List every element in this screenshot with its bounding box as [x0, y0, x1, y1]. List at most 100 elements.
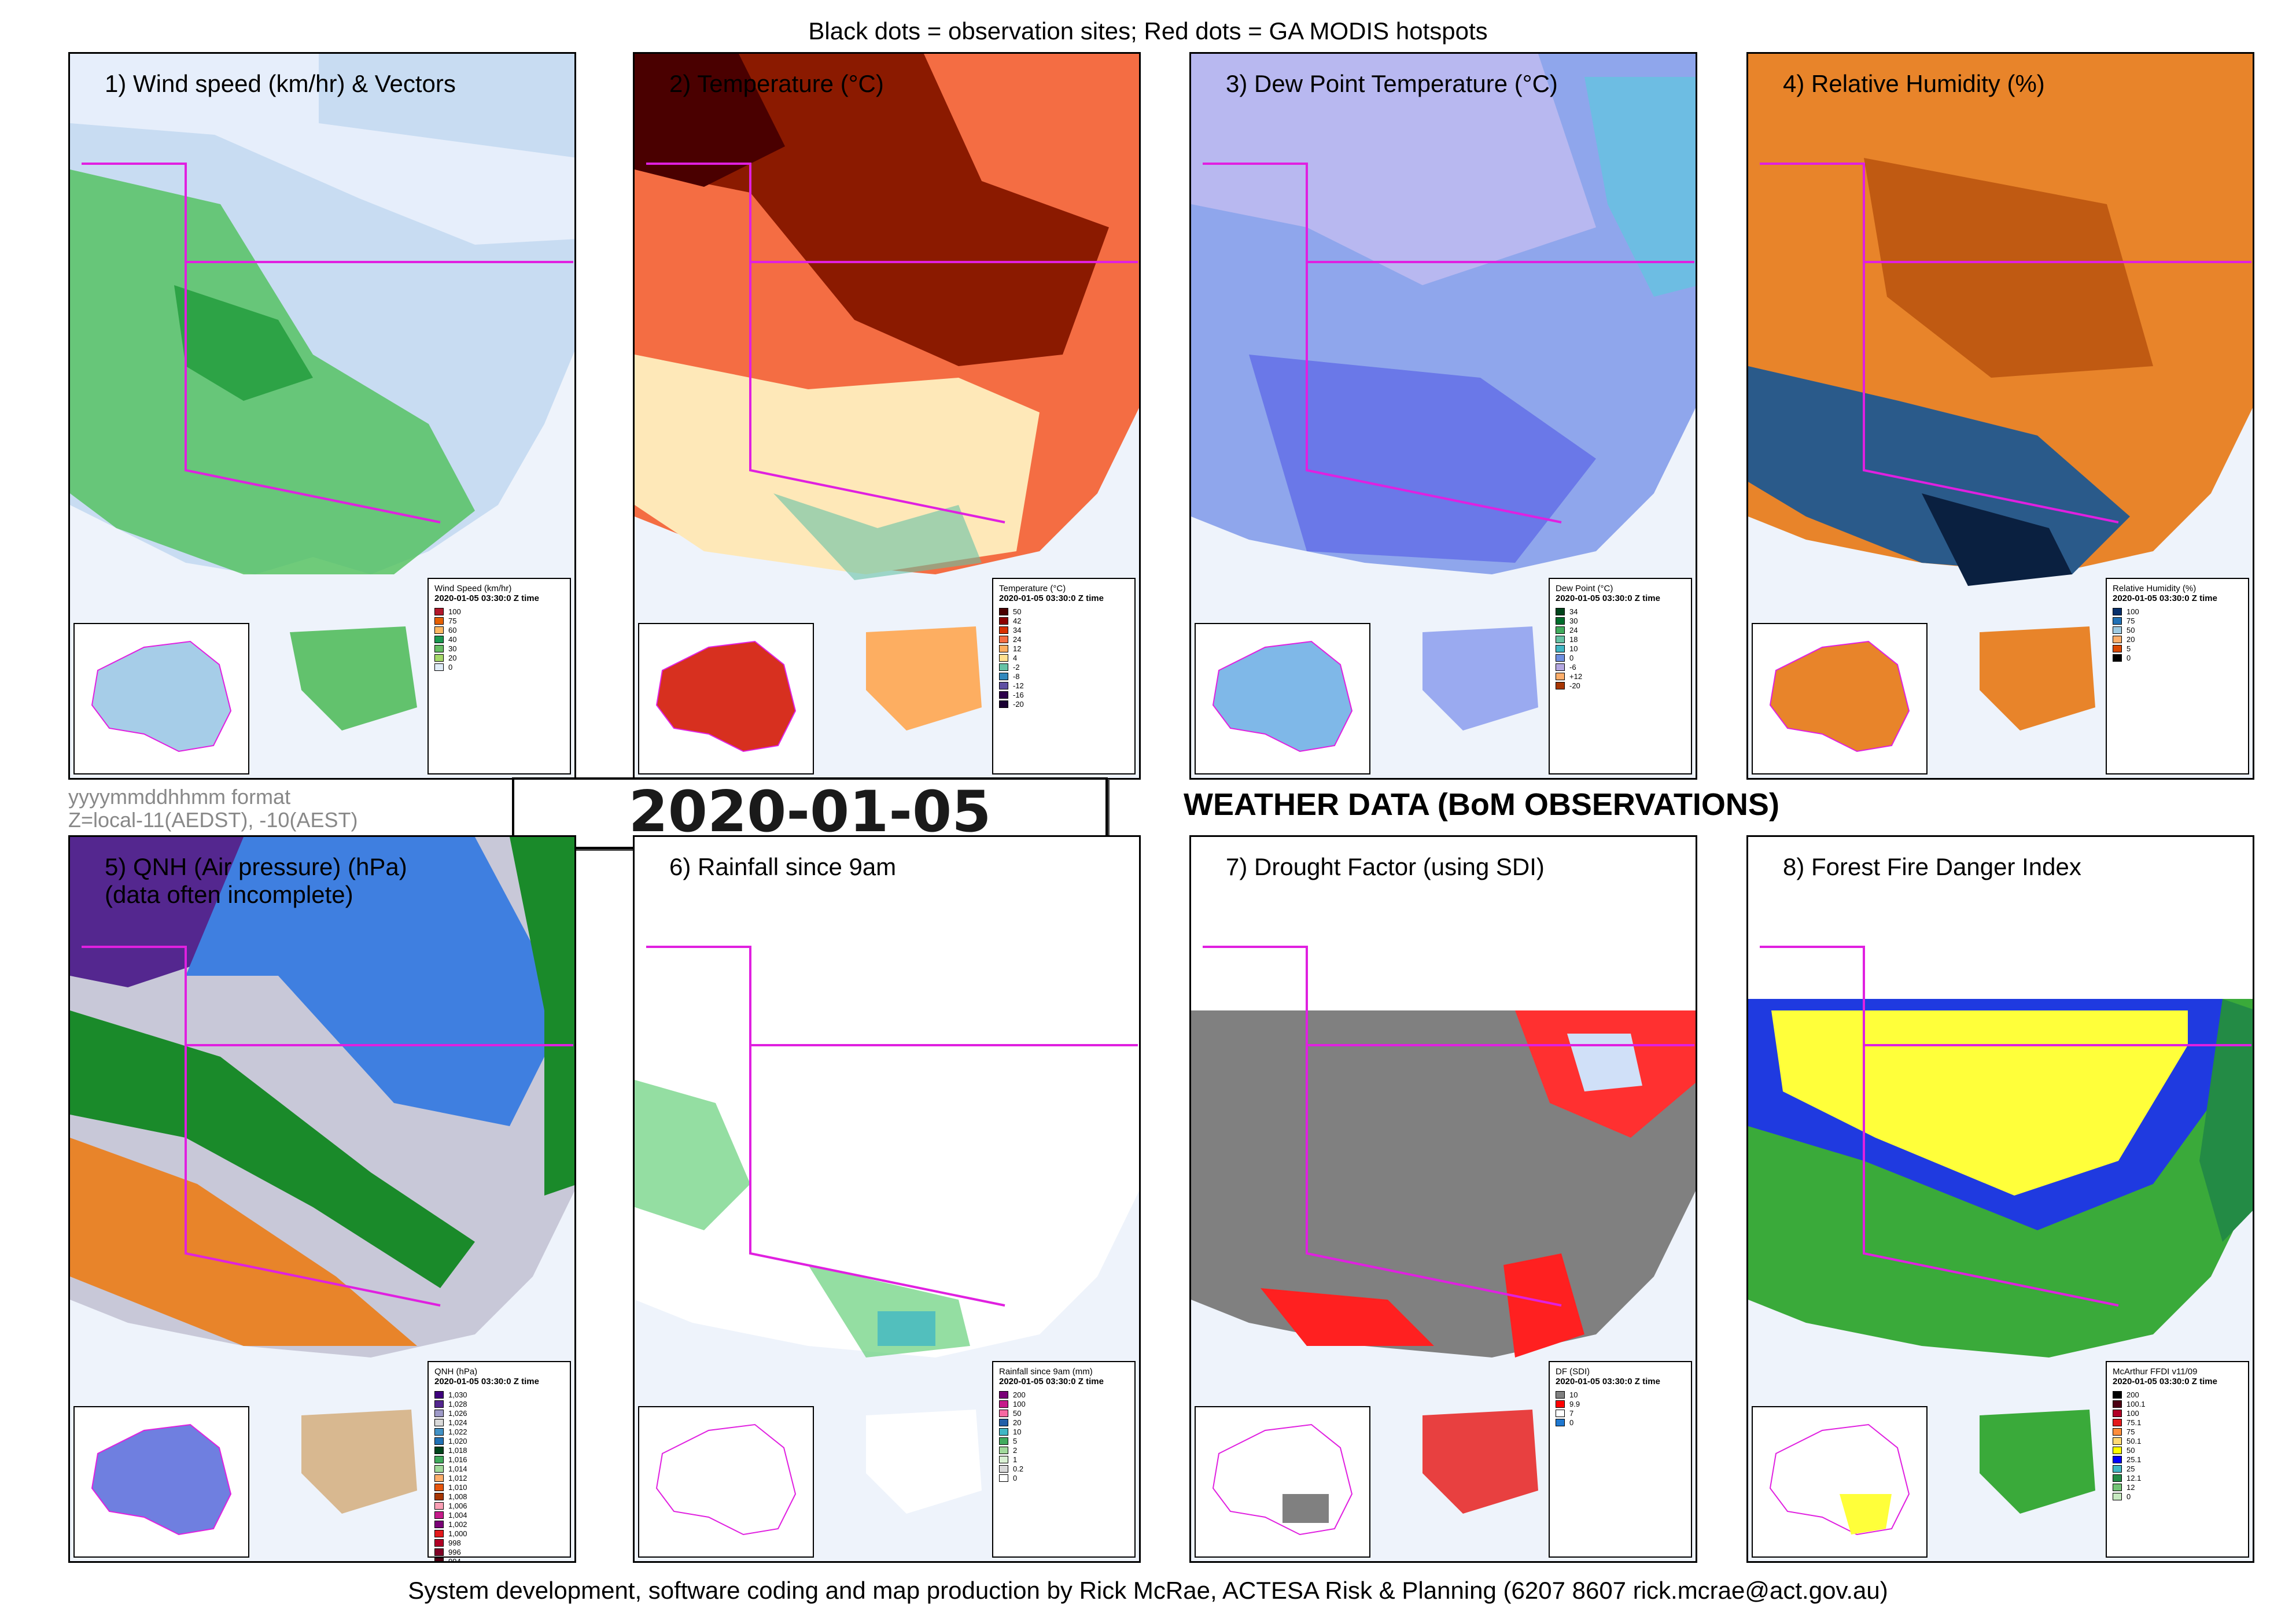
legend-swatch — [999, 644, 1008, 652]
legend-label: 42 — [1013, 616, 1022, 625]
legend-swatch — [999, 654, 1008, 662]
legend-row: 1,000 — [434, 1529, 564, 1538]
legend-label: 0 — [1569, 653, 1574, 662]
header-note: Black dots = observation sites; Red dots… — [808, 17, 1488, 45]
legend-swatch — [999, 691, 1008, 699]
panel-rainfall: 6) Rainfall since 9am Rainfall since 9am… — [633, 835, 1141, 1563]
legend-swatch — [999, 626, 1008, 634]
panel-wind-speed: 1) Wind speed (km/hr) & Vectors Wind Spe… — [68, 52, 576, 780]
legend-swatch — [999, 1400, 1008, 1408]
legend-label: -6 — [1569, 662, 1576, 672]
legend: Relative Humidity (%) 2020-01-05 03:30:0… — [2106, 578, 2249, 774]
legend-label: 24 — [1013, 635, 1022, 644]
legend-items: 34 30 24 18 10 0 -6 +12 -20 — [1556, 607, 1685, 690]
legend-items: 10 9.9 7 0 — [1556, 1390, 1685, 1427]
legend-label: 10 — [1569, 644, 1578, 653]
legend-row: -16 — [999, 690, 1129, 699]
legend-label: 0 — [2127, 653, 2131, 662]
panel-title: 4) Relative Humidity (%) — [1783, 70, 2045, 97]
legend-swatch — [2113, 1465, 2122, 1473]
legend-label: 30 — [448, 644, 457, 653]
legend: McArthur FFDI v11/09 2020-01-05 03:30:0 … — [2106, 1361, 2249, 1558]
legend-swatch — [999, 1418, 1008, 1426]
legend-label: 9.9 — [1569, 1399, 1580, 1408]
legend-row: 42 — [999, 616, 1129, 625]
legend-swatch — [999, 663, 1008, 671]
legend-swatch — [434, 1492, 444, 1500]
legend: Wind Speed (km/hr) 2020-01-05 03:30:0 Z … — [427, 578, 571, 774]
legend: DF (SDI) 2020-01-05 03:30:0 Z time 10 9.9… — [1549, 1361, 1692, 1558]
legend-row: 2 — [999, 1445, 1129, 1455]
legend-swatch — [2113, 1437, 2122, 1445]
legend-label: -12 — [1013, 681, 1024, 690]
legend-row: 24 — [1556, 625, 1685, 635]
legend-items: 50 42 34 24 12 4 -2 -8 -12 -16 -20 — [999, 607, 1129, 709]
legend-swatch — [2113, 1492, 2122, 1500]
panel-forest-fire-danger-index: 8) Forest Fire Danger Index McArthur FFD… — [1746, 835, 2254, 1563]
legend-row: 30 — [1556, 616, 1685, 625]
legend-row: 60 — [434, 625, 564, 635]
legend-swatch — [434, 635, 444, 643]
legend-label: 0 — [1013, 1473, 1018, 1482]
legend-swatch — [434, 663, 444, 671]
panel-relative-humidity: 4) Relative Humidity (%) Relative Humidi… — [1746, 52, 2254, 780]
legend-swatch — [999, 700, 1008, 708]
legend-label: 200 — [2127, 1390, 2139, 1399]
legend-label: 1,020 — [448, 1436, 467, 1445]
legend-swatch — [2113, 607, 2122, 615]
legend-label: 0 — [2127, 1492, 2131, 1501]
legend-swatch — [1556, 672, 1565, 680]
legend-row: 994 — [434, 1556, 564, 1561]
legend-row: -8 — [999, 672, 1129, 681]
legend-subtitle: 2020-01-05 03:30:0 Z time — [434, 593, 539, 603]
legend-swatch — [434, 1400, 444, 1408]
legend-row: 100 — [434, 607, 564, 616]
legend-swatch — [2113, 1483, 2122, 1491]
legend-label: -8 — [1013, 672, 1020, 681]
legend-row: 5 — [999, 1436, 1129, 1445]
legend-swatch — [434, 1418, 444, 1426]
legend-label: 0.2 — [1013, 1464, 1024, 1473]
legend-row: 1 — [999, 1455, 1129, 1464]
legend-swatch — [434, 644, 444, 652]
legend-row: 75.1 — [2113, 1418, 2242, 1427]
legend-label: 1,000 — [448, 1529, 467, 1538]
legend-swatch — [2113, 1390, 2122, 1399]
panel-title: 5) QNH (Air pressure) (hPa) (data often … — [105, 853, 407, 908]
legend-label: 20 — [2127, 635, 2135, 644]
legend-swatch — [434, 1465, 444, 1473]
legend-label: 30 — [1569, 616, 1578, 625]
legend-label: 4 — [1013, 653, 1018, 662]
legend-swatch — [2113, 626, 2122, 634]
legend-items: 200 100 50 20 10 5 2 1 0.2 0 — [999, 1390, 1129, 1482]
legend-swatch — [2113, 1474, 2122, 1482]
legend-swatch — [434, 1548, 444, 1556]
legend-swatch — [2113, 1455, 2122, 1463]
legend-label: 1,024 — [448, 1418, 467, 1427]
legend-label: 1,014 — [448, 1464, 467, 1473]
legend-label: 996 — [448, 1547, 461, 1556]
australia-inset-map — [73, 623, 249, 774]
australia-inset-map — [638, 623, 814, 774]
legend-swatch — [2113, 1427, 2122, 1436]
legend-label: 1,022 — [448, 1427, 467, 1436]
legend-label: 50 — [1013, 607, 1022, 616]
legend-row: 25.1 — [2113, 1455, 2242, 1464]
legend-swatch — [999, 1409, 1008, 1417]
australia-inset-map — [638, 1406, 814, 1558]
legend-row: 100.1 — [2113, 1399, 2242, 1408]
legend-swatch — [999, 635, 1008, 643]
legend-label: 2 — [1013, 1445, 1018, 1455]
legend-row: 75 — [2113, 616, 2242, 625]
legend-subtitle: 2020-01-05 03:30:0 Z time — [434, 1377, 539, 1386]
legend-label: 100 — [2127, 607, 2139, 616]
legend-label: 1,002 — [448, 1519, 467, 1529]
wind-speed-map — [70, 54, 574, 778]
legend-label: 1,028 — [448, 1399, 467, 1408]
legend-row: 1,020 — [434, 1436, 564, 1445]
legend-row: 18 — [1556, 635, 1685, 644]
legend-swatch — [2113, 635, 2122, 643]
legend-label: 12.1 — [2127, 1473, 2142, 1482]
legend-row: 100 — [999, 1399, 1129, 1408]
legend-title: Rainfall since 9am (mm) — [999, 1367, 1093, 1377]
